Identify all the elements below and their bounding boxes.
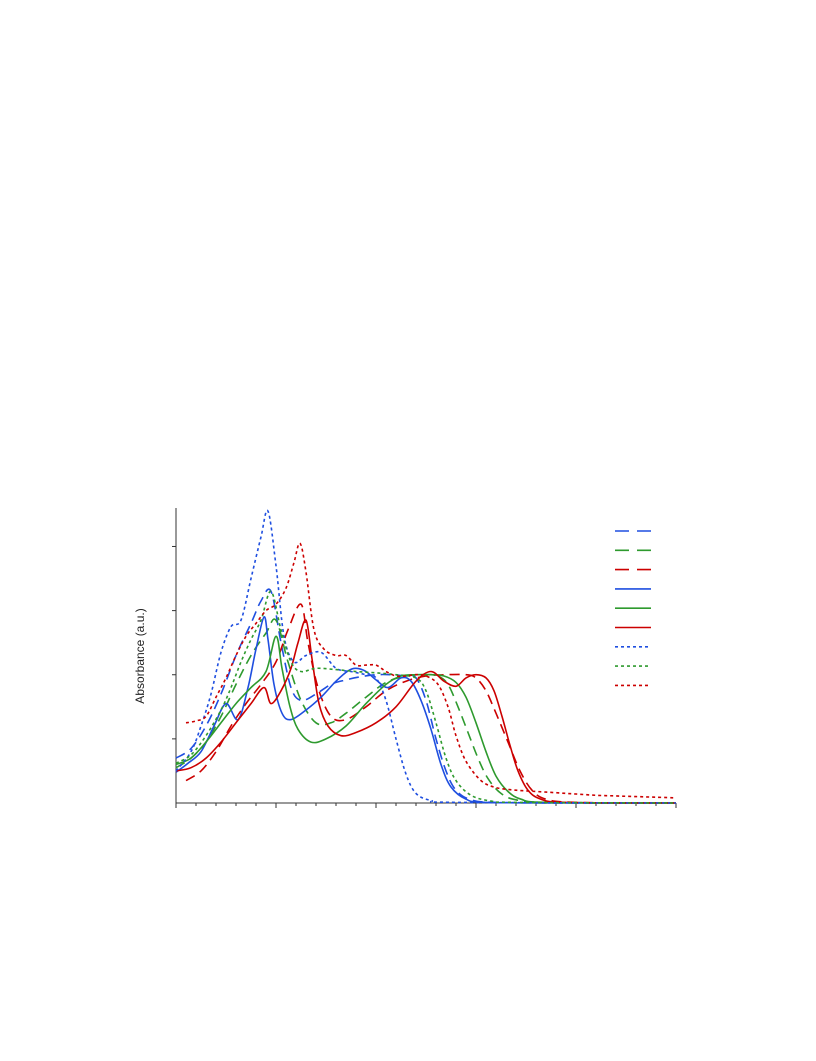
series-line-3 [185, 603, 677, 804]
series-line-6 [175, 619, 677, 804]
y-axis-label: Absorbance (a.u.) [133, 608, 147, 703]
series-line-9 [185, 542, 677, 799]
axes [172, 508, 677, 808]
series-line-5 [175, 635, 677, 804]
series-line-8 [175, 590, 677, 804]
legend [615, 530, 651, 687]
series-line-7 [175, 509, 677, 804]
series-line-1 [175, 588, 677, 804]
series-line-2 [175, 618, 677, 804]
series-lines [175, 509, 677, 804]
series-line-4 [175, 616, 677, 804]
